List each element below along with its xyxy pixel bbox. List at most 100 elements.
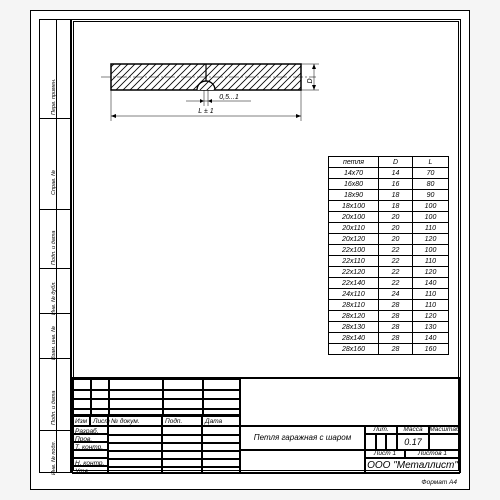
left-label-e: Взам. инв. № bbox=[51, 326, 57, 360]
scale-label: Масштаб bbox=[429, 426, 460, 434]
tb-row: Пров. bbox=[72, 434, 108, 442]
table-cell: 20x110 bbox=[329, 223, 379, 234]
table-row: 22x12022120 bbox=[329, 267, 449, 278]
table-cell: 14x70 bbox=[329, 168, 379, 179]
table-cell: 28x110 bbox=[329, 300, 379, 311]
table-cell: 110 bbox=[413, 289, 449, 300]
left-label-d: Инв. № дубл. bbox=[51, 281, 57, 315]
table-cell: 18 bbox=[379, 190, 413, 201]
tb-col: Подп. bbox=[162, 416, 202, 426]
table-cell: 24x110 bbox=[329, 289, 379, 300]
tb-row: Т. контр. bbox=[72, 442, 108, 450]
table-cell: 22 bbox=[379, 256, 413, 267]
table-cell: 22 bbox=[379, 245, 413, 256]
table-cell: 28x140 bbox=[329, 333, 379, 344]
sheets: Листов 1 bbox=[405, 450, 460, 458]
tb-col: Дата bbox=[202, 416, 240, 426]
table-row: 22x10022100 bbox=[329, 245, 449, 256]
drawing-title: Петля гаражная с шаром bbox=[240, 426, 365, 450]
left-label-f: Подп. и дата bbox=[51, 391, 57, 425]
dim-gap: 0,5...1 bbox=[219, 94, 239, 101]
sizes-table: петля D L 14x70147016x80168018x90189018x… bbox=[328, 156, 449, 355]
table-cell: 28x160 bbox=[329, 344, 379, 355]
table-cell: 120 bbox=[413, 234, 449, 245]
table-cell: 16 bbox=[379, 179, 413, 190]
table-row: 28x12028120 bbox=[329, 311, 449, 322]
table-cell: 24 bbox=[379, 289, 413, 300]
table-cell: 28 bbox=[379, 300, 413, 311]
table-cell: 14 bbox=[379, 168, 413, 179]
table-cell: 130 bbox=[413, 322, 449, 333]
table-cell: 120 bbox=[413, 267, 449, 278]
left-label-a: Перв. примен. bbox=[51, 78, 57, 115]
table-row: 20x10020100 bbox=[329, 212, 449, 223]
table-cell: 22 bbox=[379, 278, 413, 289]
dim-l: L ± 1 bbox=[198, 108, 213, 115]
table-cell: 28 bbox=[379, 311, 413, 322]
left-binding-column: Перв. примен. Справ. № Подп. и дата Инв.… bbox=[39, 19, 71, 473]
table-cell: 100 bbox=[413, 212, 449, 223]
table-cell: 18x100 bbox=[329, 201, 379, 212]
table-row: 28x11028110 bbox=[329, 300, 449, 311]
table-cell: 22 bbox=[379, 267, 413, 278]
table-cell: 22x110 bbox=[329, 256, 379, 267]
table-cell: 20 bbox=[379, 212, 413, 223]
table-cell: 140 bbox=[413, 278, 449, 289]
title-block: Изм Лист № докум. Подп. Дата Разраб. Про… bbox=[71, 377, 461, 473]
table-cell: 18x90 bbox=[329, 190, 379, 201]
drawing-sheet: Перв. примен. Справ. № Подп. и дата Инв.… bbox=[30, 10, 470, 490]
tb-col: № докум. bbox=[108, 416, 162, 426]
table-row: 16x801680 bbox=[329, 179, 449, 190]
table-row: 20x11020110 bbox=[329, 223, 449, 234]
company: ООО "Металлист" bbox=[365, 458, 460, 475]
table-cell: 16x80 bbox=[329, 179, 379, 190]
table-cell: 22x120 bbox=[329, 267, 379, 278]
table-cell: 80 bbox=[413, 179, 449, 190]
table-cell: 20x100 bbox=[329, 212, 379, 223]
mass-label: Масса bbox=[397, 426, 429, 434]
tb-row: Разраб. bbox=[72, 426, 108, 434]
table-cell: 70 bbox=[413, 168, 449, 179]
format-label: Формат A4 bbox=[421, 479, 457, 486]
table-cell: 100 bbox=[413, 245, 449, 256]
table-row: 18x10018100 bbox=[329, 201, 449, 212]
table-cell: 20 bbox=[379, 234, 413, 245]
tb-row bbox=[72, 450, 108, 458]
table-row: 22x11022110 bbox=[329, 256, 449, 267]
table-cell: 120 bbox=[413, 311, 449, 322]
table-cell: 18 bbox=[379, 201, 413, 212]
tb-col: Изм bbox=[72, 416, 90, 426]
table-cell: 20 bbox=[379, 223, 413, 234]
table-cell: 100 bbox=[413, 201, 449, 212]
table-cell: 110 bbox=[413, 300, 449, 311]
table-cell: 22x100 bbox=[329, 245, 379, 256]
left-label-b: Справ. № bbox=[51, 170, 57, 195]
table-row: 28x14028140 bbox=[329, 333, 449, 344]
dim-d: D bbox=[307, 78, 314, 83]
table-header: D bbox=[379, 157, 413, 168]
left-label-c: Подп. и дата bbox=[51, 231, 57, 265]
table-cell: 110 bbox=[413, 256, 449, 267]
lit-label: Лит. bbox=[365, 426, 397, 434]
table-cell: 28x120 bbox=[329, 311, 379, 322]
table-row: 20x12020120 bbox=[329, 234, 449, 245]
table-row: 14x701470 bbox=[329, 168, 449, 179]
tb-col: Лист bbox=[90, 416, 108, 426]
table-row: 24x11024110 bbox=[329, 289, 449, 300]
tb-row: Утв. bbox=[72, 466, 108, 475]
table-row: 22x14022140 bbox=[329, 278, 449, 289]
table-header: L bbox=[413, 157, 449, 168]
left-label-g: Инв. № подл. bbox=[51, 441, 57, 475]
table-header: петля bbox=[329, 157, 379, 168]
mass-value: 0.17 bbox=[397, 434, 429, 450]
table-cell: 110 bbox=[413, 223, 449, 234]
table-cell: 28 bbox=[379, 322, 413, 333]
tb-row: Н. контр. bbox=[72, 458, 108, 466]
table-row: 28x16028160 bbox=[329, 344, 449, 355]
part-drawing: D 0,5...1 L ± 1 bbox=[101, 56, 331, 146]
table-cell: 20x120 bbox=[329, 234, 379, 245]
table-cell: 140 bbox=[413, 333, 449, 344]
table-cell: 28x130 bbox=[329, 322, 379, 333]
table-cell: 28 bbox=[379, 344, 413, 355]
table-row: 28x13028130 bbox=[329, 322, 449, 333]
